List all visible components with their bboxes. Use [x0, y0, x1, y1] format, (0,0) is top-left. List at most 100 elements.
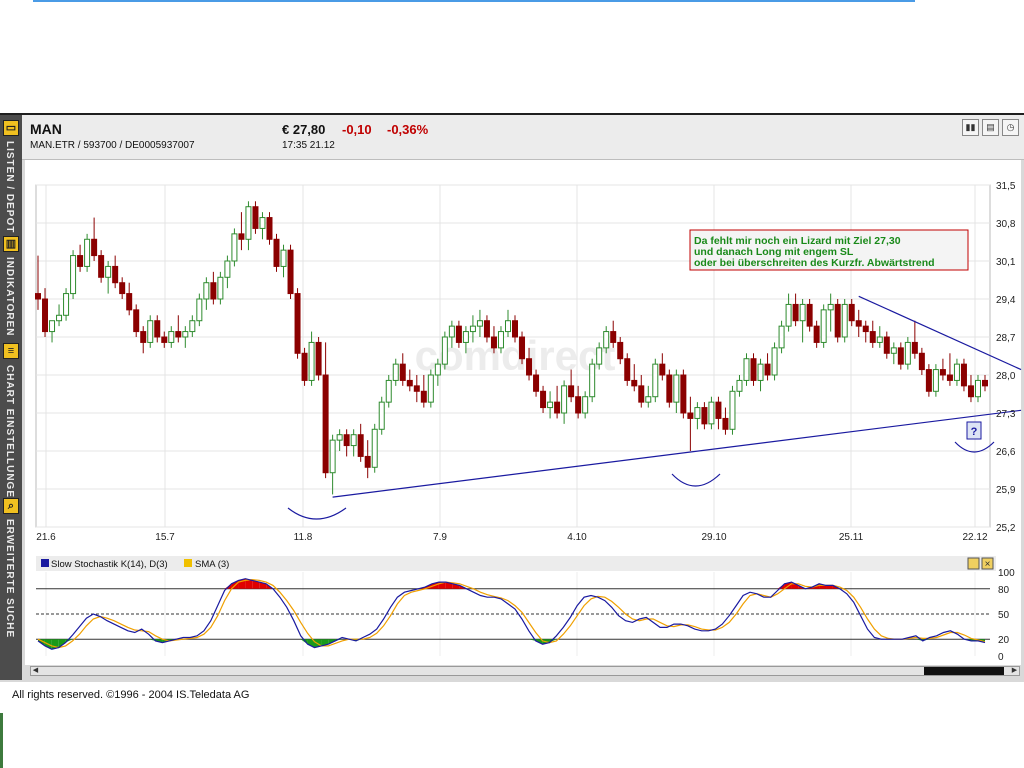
annotation-line-1: Da fehlt mir noch ein Lizard mit Ziel 27…: [694, 235, 901, 247]
candle-down: [687, 412, 694, 419]
annotation-line-2: und danach Long mit engem SL: [694, 246, 854, 258]
time-scrollbar[interactable]: ◀ ▶: [30, 666, 1020, 676]
candle-up: [308, 341, 315, 381]
candle-down: [848, 303, 855, 322]
candle-down: [519, 336, 526, 360]
candle-down: [925, 369, 932, 392]
candle-down: [792, 303, 799, 322]
candle-up: [371, 428, 378, 468]
candle-up: [645, 396, 652, 403]
candle-up: [785, 303, 792, 327]
candle-up: [841, 303, 848, 338]
sidebar-tab-indikatoren[interactable]: ▥ INDIKATOREN: [0, 233, 22, 343]
candle-up: [743, 358, 750, 381]
sidebar-tab-chart-einstellungen[interactable]: ≡ CHART EINSTELLUNGEN: [0, 343, 22, 506]
candle-down: [420, 390, 427, 403]
trendline: [332, 409, 1022, 498]
scrollbar-thumb[interactable]: [924, 667, 1004, 675]
stoch-k-legend: Slow Stochastik K(14), D(3): [51, 559, 168, 570]
candle-down: [701, 407, 708, 425]
candle-up: [441, 336, 448, 365]
candle-down: [982, 379, 988, 387]
sidebar-tab-erweiterte-suche[interactable]: ⌕ ERWEITERTE SUCHE: [0, 495, 22, 638]
time-button[interactable]: ◷: [1002, 119, 1019, 136]
candle-up: [196, 298, 203, 322]
candle-down: [238, 233, 245, 240]
candle-down: [813, 325, 820, 343]
scroll-left-arrow-icon[interactable]: ◀: [32, 667, 39, 674]
stoch-y-tick-label: 80: [998, 585, 1010, 596]
sidebar: ▭ LISTEN / DEPOT ▥ INDIKATOREN ≡ CHART E…: [0, 115, 22, 680]
panel-settings-button[interactable]: [967, 557, 980, 570]
stochastic-header-bar: [36, 556, 996, 571]
quote-header: MAN MAN.ETR / 593700 / DE0005937007 € 27…: [22, 115, 1024, 160]
news-button[interactable]: ▤: [982, 119, 999, 136]
candle-up: [231, 233, 238, 262]
candle-up: [336, 434, 343, 441]
y-tick-label: 25,2: [996, 523, 1016, 534]
candle-down: [610, 331, 617, 343]
bar-chart-icon: ▮▮: [965, 122, 976, 132]
candle-up: [729, 390, 736, 430]
oversold-fill: [58, 639, 66, 648]
x-tick-label: 15.7: [155, 532, 175, 543]
annotation-line-3: oder bei überschreiten des Kurzfr. Abwär…: [694, 257, 935, 269]
candle-down: [568, 385, 575, 398]
candle-down: [287, 249, 294, 295]
x-tick-label: 21.6: [36, 532, 56, 543]
scroll-right-arrow-icon[interactable]: ▶: [1011, 667, 1018, 674]
candle-up: [953, 363, 960, 381]
candle-up: [182, 331, 189, 338]
candle-up: [217, 276, 224, 300]
candle-down: [175, 331, 182, 338]
candle-down: [406, 379, 413, 387]
candle-down: [806, 303, 813, 327]
candle-down: [343, 434, 350, 447]
y-tick-label: 30,1: [996, 257, 1016, 268]
quote-time: 17:35 21.12: [282, 140, 335, 151]
candle-down: [35, 293, 41, 300]
candle-up: [259, 217, 266, 229]
candle-down: [399, 363, 406, 381]
candle-down: [322, 374, 329, 474]
candle-down: [483, 320, 490, 338]
candle-up: [904, 341, 911, 365]
candle-down: [91, 238, 98, 257]
candle-down: [210, 282, 217, 300]
sidebar-tab-listen-depot[interactable]: ▭ LISTEN / DEPOT: [0, 115, 22, 233]
candle-down: [119, 282, 126, 295]
candle-down: [722, 417, 729, 430]
candle-up: [589, 363, 596, 398]
candle-down: [666, 374, 673, 403]
candle-down: [154, 320, 161, 338]
candle-down: [554, 401, 561, 414]
candle-down: [533, 374, 540, 392]
candle-down: [455, 325, 462, 343]
search-icon: ⌕: [3, 498, 19, 514]
candle-up: [827, 303, 834, 311]
candle-down: [98, 255, 105, 278]
sidebar-tab-label: LISTEN / DEPOT: [4, 141, 15, 234]
candle-up: [890, 347, 897, 354]
panel-close-button[interactable]: [981, 557, 994, 570]
chart-view-button[interactable]: ▮▮: [962, 119, 979, 136]
candle-up: [582, 396, 589, 414]
candle-up: [932, 369, 939, 392]
candle-down: [624, 358, 631, 381]
stoch-y-tick-label: 50: [998, 610, 1010, 621]
candle-up: [84, 238, 91, 267]
stoch-y-tick-label: 20: [998, 635, 1010, 646]
candle-down: [42, 298, 49, 333]
bottom-arc-1: [287, 507, 347, 520]
candle-up: [203, 282, 210, 300]
candle-down: [540, 390, 547, 409]
y-tick-label: 27,3: [996, 409, 1016, 420]
candle-down: [301, 352, 308, 381]
candle-up: [736, 379, 743, 392]
candle-down: [764, 363, 771, 376]
question-mark: ?: [971, 426, 978, 438]
y-tick-label: 29,4: [996, 295, 1016, 306]
candle-up: [476, 320, 483, 327]
candle-down: [631, 379, 638, 387]
